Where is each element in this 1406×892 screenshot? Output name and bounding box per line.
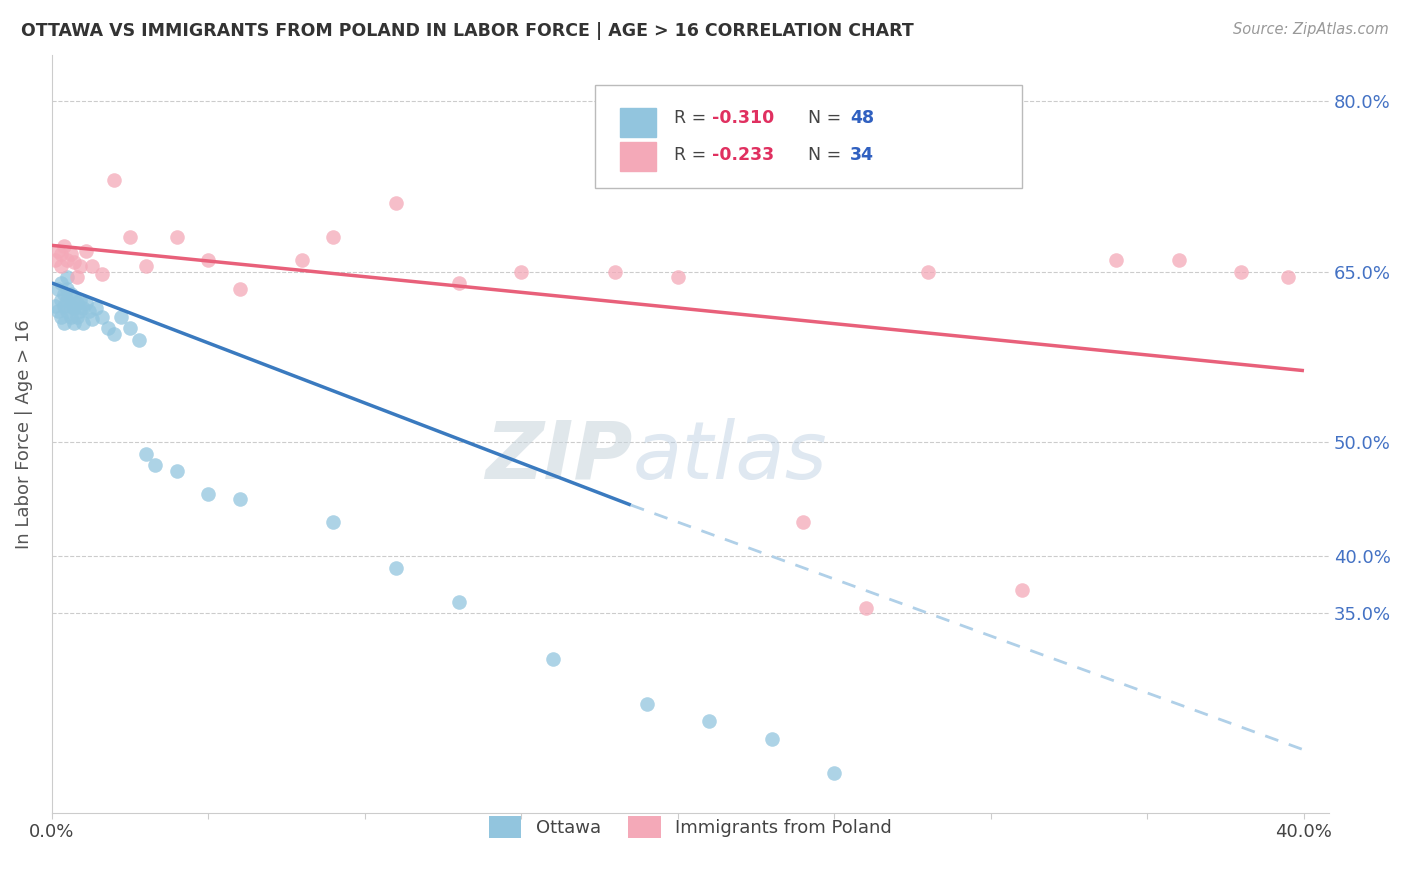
Point	[197, 486, 219, 500]
Text: OTTAWA VS IMMIGRANTS FROM POLAND IN LABOR FORCE | AGE > 16 CORRELATION CHART: OTTAWA VS IMMIGRANTS FROM POLAND IN LABO…	[21, 22, 914, 40]
Text: N =: N =	[808, 146, 846, 164]
Point	[228, 492, 250, 507]
Point	[166, 464, 188, 478]
Point	[82, 259, 104, 273]
Point	[855, 600, 877, 615]
Point	[66, 296, 89, 310]
Point	[75, 244, 97, 258]
Point	[46, 244, 69, 258]
Point	[69, 293, 91, 307]
Point	[59, 299, 82, 313]
Point	[69, 259, 91, 273]
Point	[62, 301, 84, 315]
Point	[62, 290, 84, 304]
Text: N =: N =	[808, 109, 846, 127]
Point	[143, 458, 166, 473]
Point	[1167, 253, 1189, 268]
FancyBboxPatch shape	[595, 86, 1022, 187]
Point	[510, 264, 533, 278]
Point	[636, 698, 658, 712]
Point	[385, 560, 408, 574]
Bar	[620, 108, 655, 137]
Point	[103, 173, 125, 187]
Point	[118, 230, 141, 244]
Point	[53, 239, 76, 253]
Point	[541, 652, 564, 666]
Point	[46, 304, 69, 318]
Point	[697, 714, 720, 729]
Point	[135, 447, 157, 461]
Point	[792, 515, 814, 529]
Point	[72, 301, 94, 315]
Point	[197, 253, 219, 268]
Bar	[620, 142, 655, 171]
Point	[128, 333, 150, 347]
Text: 34: 34	[851, 146, 875, 164]
Point	[917, 264, 939, 278]
Point	[62, 316, 84, 330]
Point	[46, 282, 69, 296]
Point	[103, 327, 125, 342]
Point	[66, 310, 89, 325]
Point	[1277, 270, 1299, 285]
Point	[761, 731, 783, 746]
Point	[53, 299, 76, 313]
Point	[49, 247, 72, 261]
Point	[118, 321, 141, 335]
Legend: Ottawa, Immigrants from Poland: Ottawa, Immigrants from Poland	[482, 809, 898, 846]
Text: ZIP: ZIP	[485, 417, 633, 496]
Text: Source: ZipAtlas.com: Source: ZipAtlas.com	[1233, 22, 1389, 37]
Point	[56, 270, 79, 285]
Point	[75, 296, 97, 310]
Text: -0.233: -0.233	[711, 146, 775, 164]
Point	[59, 310, 82, 325]
Point	[72, 316, 94, 330]
Point	[49, 276, 72, 290]
Point	[59, 247, 82, 261]
Point	[1105, 253, 1128, 268]
Point	[447, 276, 470, 290]
Text: atlas: atlas	[633, 417, 828, 496]
Point	[56, 293, 79, 307]
Point	[56, 304, 79, 318]
Point	[447, 595, 470, 609]
Point	[90, 310, 112, 325]
Point	[49, 310, 72, 325]
Point	[110, 310, 132, 325]
Point	[322, 515, 344, 529]
Y-axis label: In Labor Force | Age > 16: In Labor Force | Age > 16	[15, 319, 32, 549]
Point	[1230, 264, 1253, 278]
Point	[56, 253, 79, 268]
Point	[166, 230, 188, 244]
Point	[62, 255, 84, 269]
Point	[53, 287, 76, 301]
Text: 48: 48	[851, 109, 875, 127]
Point	[84, 301, 107, 315]
Point	[135, 259, 157, 273]
Point	[69, 304, 91, 318]
Point	[605, 264, 627, 278]
Point	[82, 312, 104, 326]
Point	[66, 270, 89, 285]
Point	[44, 299, 66, 313]
Point	[49, 259, 72, 273]
Point	[1011, 583, 1033, 598]
Point	[666, 270, 689, 285]
Point	[59, 287, 82, 301]
Point	[97, 321, 120, 335]
Text: -0.310: -0.310	[711, 109, 775, 127]
Point	[322, 230, 344, 244]
Text: R =: R =	[673, 109, 711, 127]
Point	[90, 267, 112, 281]
Point	[291, 253, 314, 268]
Point	[79, 304, 101, 318]
Point	[385, 196, 408, 211]
Point	[228, 282, 250, 296]
Point	[56, 282, 79, 296]
Point	[49, 293, 72, 307]
Point	[823, 765, 845, 780]
Point	[44, 253, 66, 268]
Text: R =: R =	[673, 146, 711, 164]
Point	[53, 316, 76, 330]
